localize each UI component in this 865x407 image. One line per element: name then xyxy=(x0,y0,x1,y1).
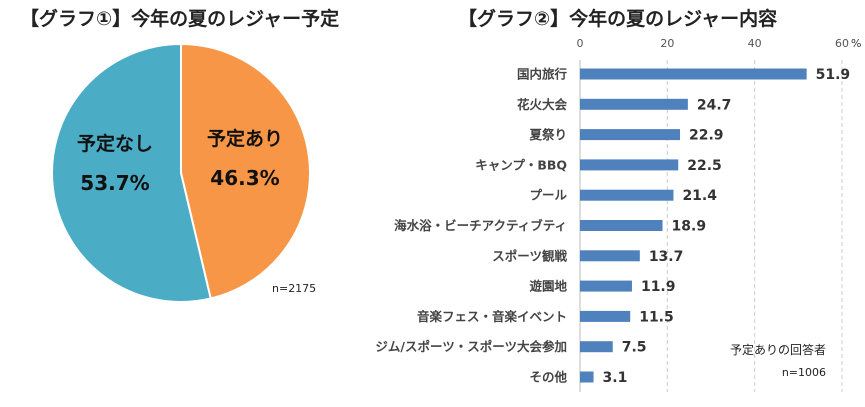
bar xyxy=(580,250,640,262)
bar-value-label: 21.4 xyxy=(682,188,717,204)
bar xyxy=(580,341,613,353)
x-tick-label: 20 xyxy=(660,37,674,50)
bar-value-label: 7.5 xyxy=(622,340,647,356)
category-label: 海水浴・ビーチアクティブティ xyxy=(394,218,567,233)
category-label: 国内旅行 xyxy=(517,67,568,82)
bar-value-label: 3.1 xyxy=(603,370,628,386)
pie-title: 【グラフ①】今年の夏のレジャー予定 xyxy=(20,8,340,30)
bar-value-label: 22.5 xyxy=(687,158,722,174)
bar-value-label: 18.9 xyxy=(672,219,707,235)
bar-value-label: 51.9 xyxy=(816,67,851,83)
x-tick-label: 0 xyxy=(577,37,584,50)
pie-slice-label: 予定なし xyxy=(77,132,153,155)
bar xyxy=(580,310,631,322)
pie-slice xyxy=(180,42,311,300)
pie-slice-label: 予定あり xyxy=(207,127,283,150)
pie-sample-size: n=2175 xyxy=(272,282,316,295)
bar xyxy=(580,98,688,110)
x-unit-label: % xyxy=(851,37,861,50)
bar-value-label: 11.5 xyxy=(639,309,674,325)
pie-slice xyxy=(51,42,212,303)
bar xyxy=(580,189,674,201)
x-tick-label: 40 xyxy=(748,37,762,50)
bar-title: 【グラフ②】今年の夏のレジャー内容 xyxy=(458,8,778,30)
x-tick-label: 60 xyxy=(835,37,849,50)
category-label: その他 xyxy=(529,370,567,385)
category-label: ジム/スポーツ・スポーツ大会参加 xyxy=(375,339,567,354)
category-label: キャンプ・BBQ xyxy=(475,157,567,172)
category-label: プール xyxy=(529,188,567,203)
pie-slice-value: 46.3% xyxy=(210,166,279,190)
bar xyxy=(580,220,663,231)
bar xyxy=(580,68,807,80)
category-label: 音楽フェス・音楽イベント xyxy=(417,309,567,324)
pie-slice-value: 53.7% xyxy=(80,171,149,195)
bar-value-label: 24.7 xyxy=(697,97,732,113)
bar xyxy=(580,371,594,383)
bar-value-label: 13.7 xyxy=(649,249,684,265)
bar xyxy=(580,280,632,292)
category-label: 夏祭り xyxy=(528,127,567,142)
bar-value-label: 22.9 xyxy=(689,128,724,144)
category-label: スポーツ観戦 xyxy=(492,248,567,263)
bar-value-label: 11.9 xyxy=(641,279,676,295)
bar-sample-size: n=1006 xyxy=(782,366,826,379)
bar xyxy=(580,159,679,171)
category-label: 花火大会 xyxy=(517,97,568,112)
category-label: 遊園地 xyxy=(529,279,567,294)
bar-note-respondents: 予定ありの回答者 xyxy=(730,342,826,357)
bar xyxy=(580,129,680,141)
